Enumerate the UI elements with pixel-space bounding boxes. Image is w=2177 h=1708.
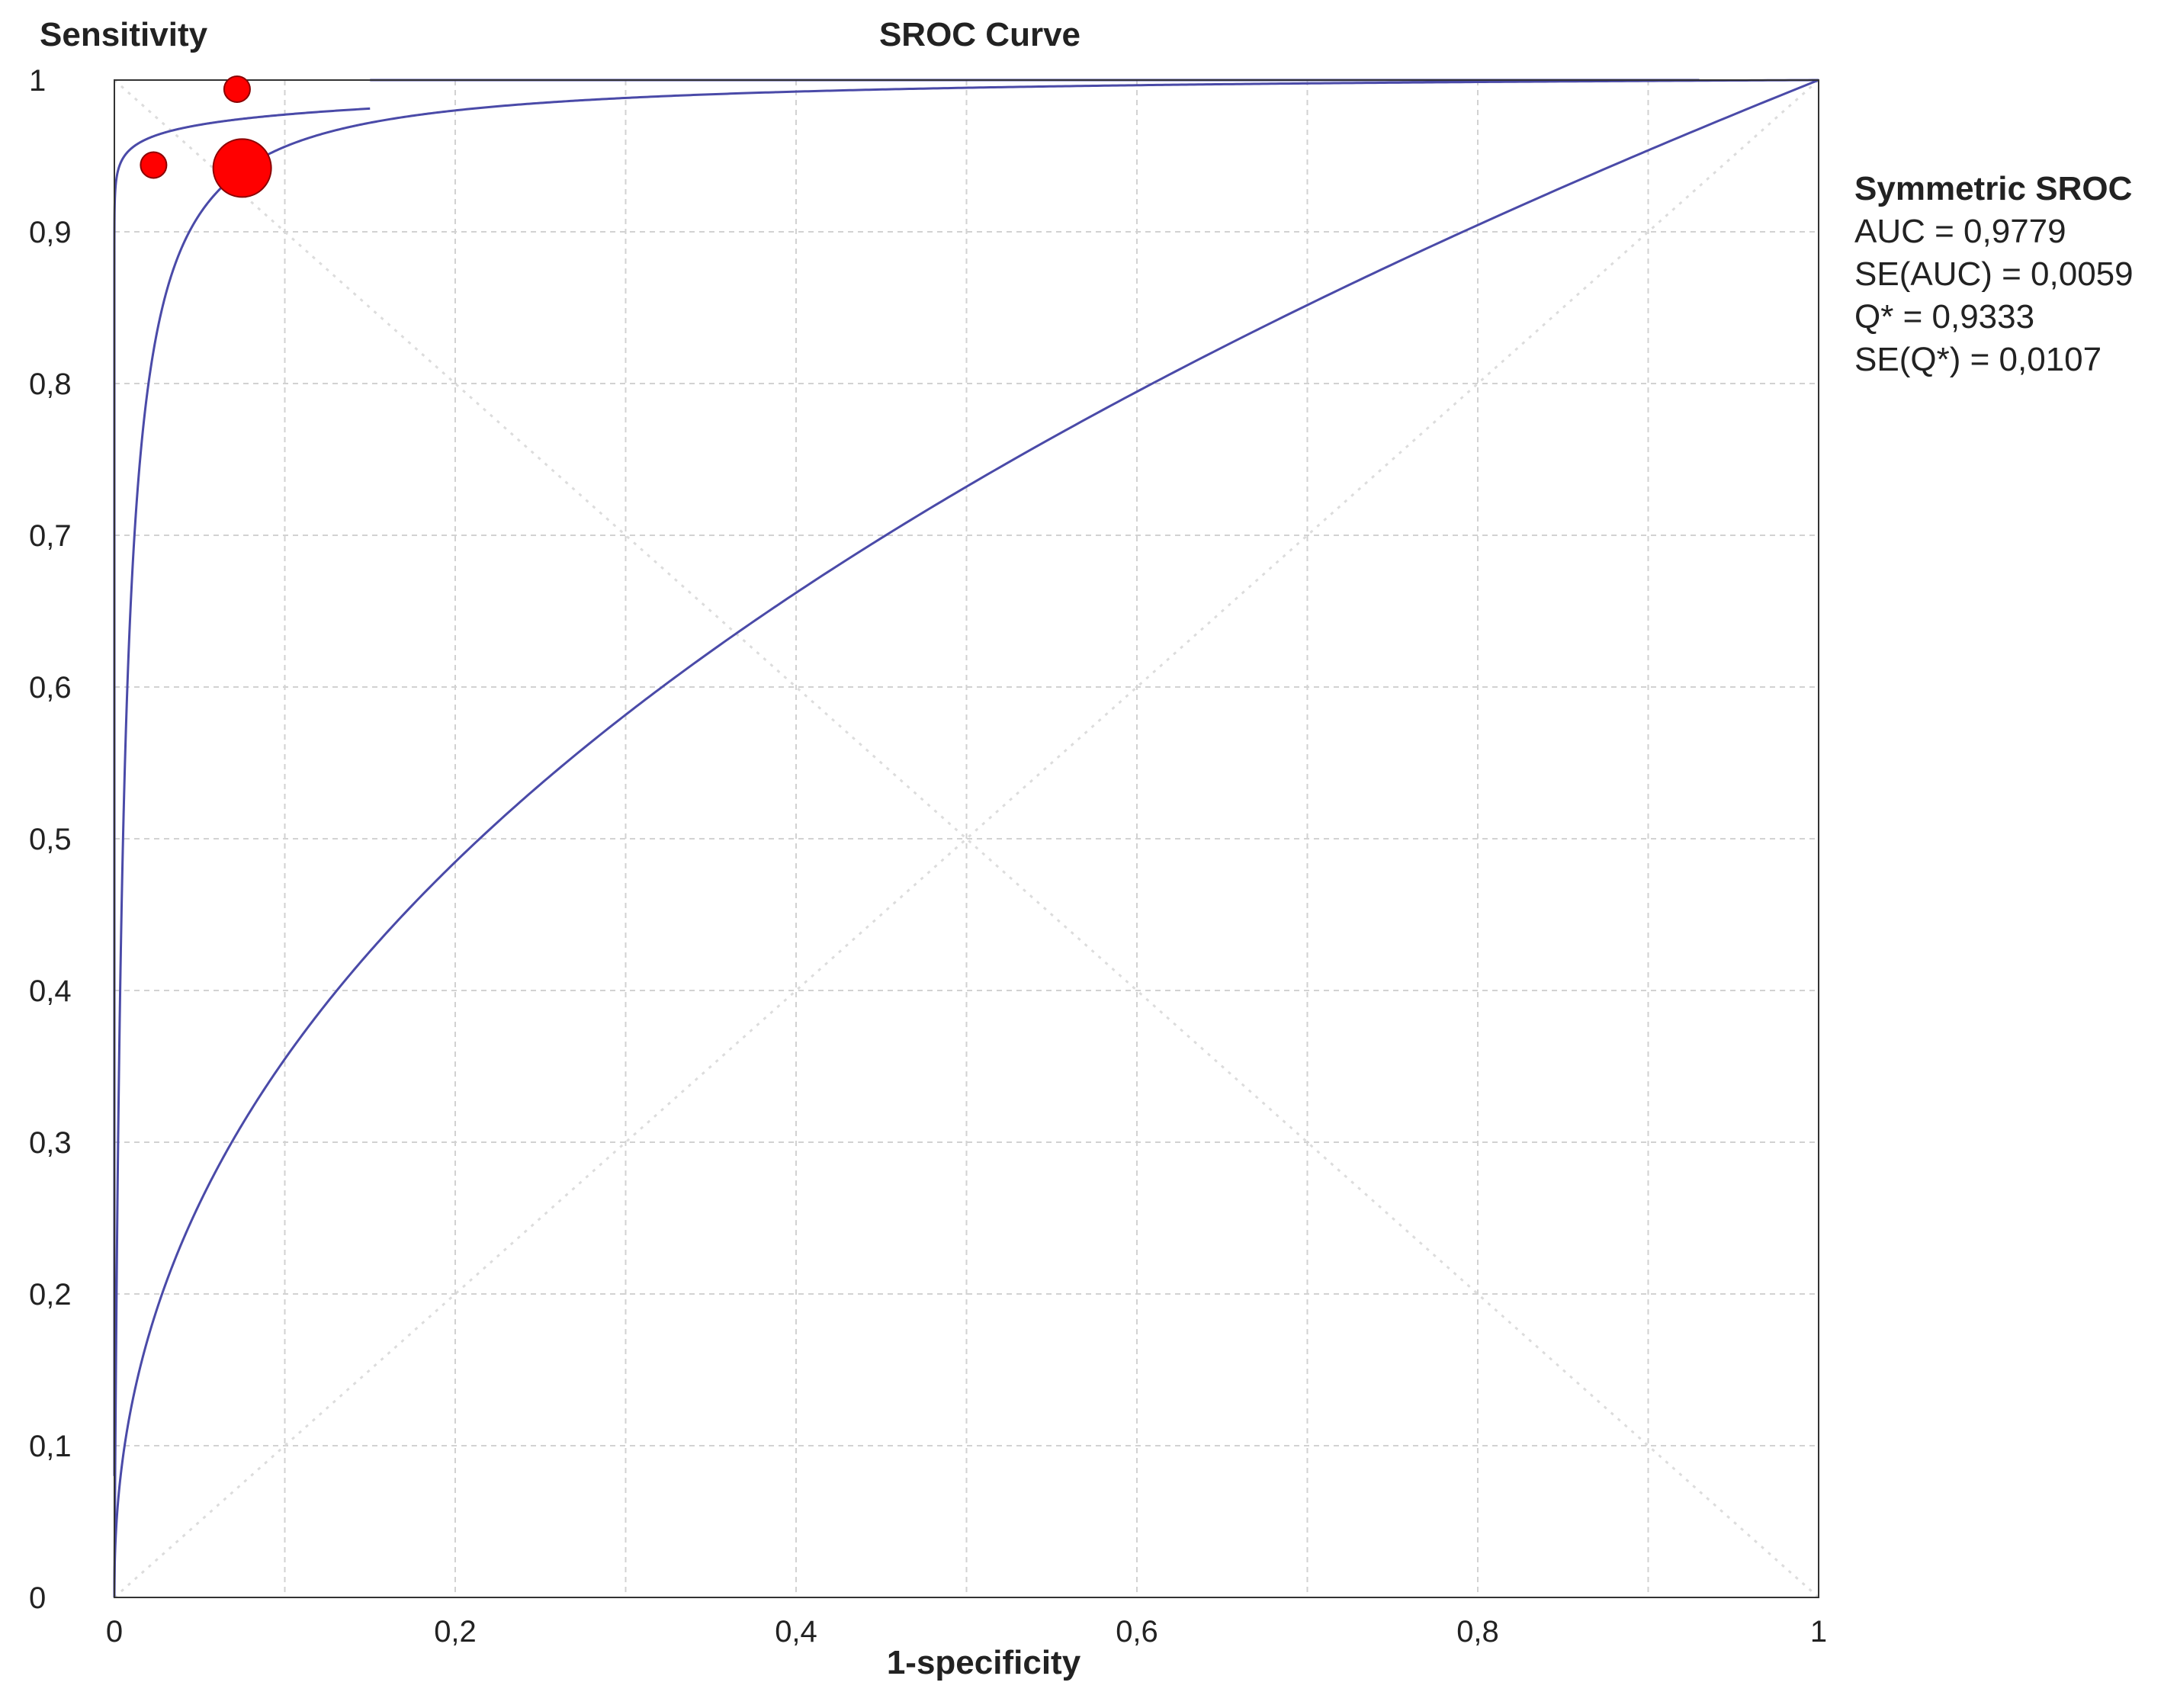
study-points: [140, 75, 272, 198]
plot-frame: [114, 79, 1819, 1598]
x-axis-title: 1-specificity: [887, 1644, 1081, 1681]
y-tick-label: 0,5: [29, 823, 72, 856]
study-point: [212, 138, 272, 198]
y-tick-label: 0,1: [29, 1430, 72, 1463]
stats-se-q-star: SE(Q*) = 0,0107: [1854, 341, 2102, 378]
study-point: [140, 151, 168, 179]
grid-lines: [114, 80, 1819, 1597]
y-tick-label: 1: [29, 64, 46, 98]
x-tick-label: 0: [106, 1615, 123, 1649]
stats-panel: Symmetric SROC AUC = 0,9779 SE(AUC) = 0,…: [1854, 170, 2134, 378]
lower-ci-curve: [113, 79, 1819, 1597]
upper-ci-curve: [113, 107, 371, 1476]
study-point: [223, 75, 251, 103]
x-tick-label: 0,2: [434, 1615, 477, 1649]
stats-title: Symmetric SROC: [1854, 170, 2132, 207]
x-tick-label: 1: [1810, 1615, 1827, 1649]
y-tick-label: 0,7: [29, 519, 72, 553]
sroc-curve: [113, 79, 1819, 1595]
stats-auc: AUC = 0,9779: [1854, 213, 2066, 250]
x-tick-label: 0,4: [775, 1615, 817, 1649]
stats-q-star: Q* = 0,9333: [1854, 298, 2034, 336]
y-tick-label: 0,2: [29, 1278, 72, 1312]
y-tick-label: 0,9: [29, 216, 72, 249]
chart-title: SROC Curve: [879, 16, 1080, 53]
y-axis-title: Sensitivity: [40, 16, 208, 53]
y-tick-label: 0,6: [29, 671, 72, 705]
y-tick-label: 0,8: [29, 368, 72, 401]
y-tick-label: 0: [29, 1581, 46, 1615]
x-tick-label: 0,6: [1116, 1615, 1158, 1649]
x-tick-labels: 0 0,2 0,4 0,6 0,8 1: [106, 1615, 1827, 1649]
x-tick-label: 0,8: [1456, 1615, 1499, 1649]
stats-se-auc: SE(AUC) = 0,0059: [1854, 255, 2134, 293]
y-tick-label: 0,4: [29, 974, 72, 1008]
y-tick-label: 0,3: [29, 1126, 72, 1160]
y-tick-labels: 0 0,1 0,2 0,3 0,4 0,5 0,6 0,7 0,8 0,9 1: [29, 64, 72, 1615]
